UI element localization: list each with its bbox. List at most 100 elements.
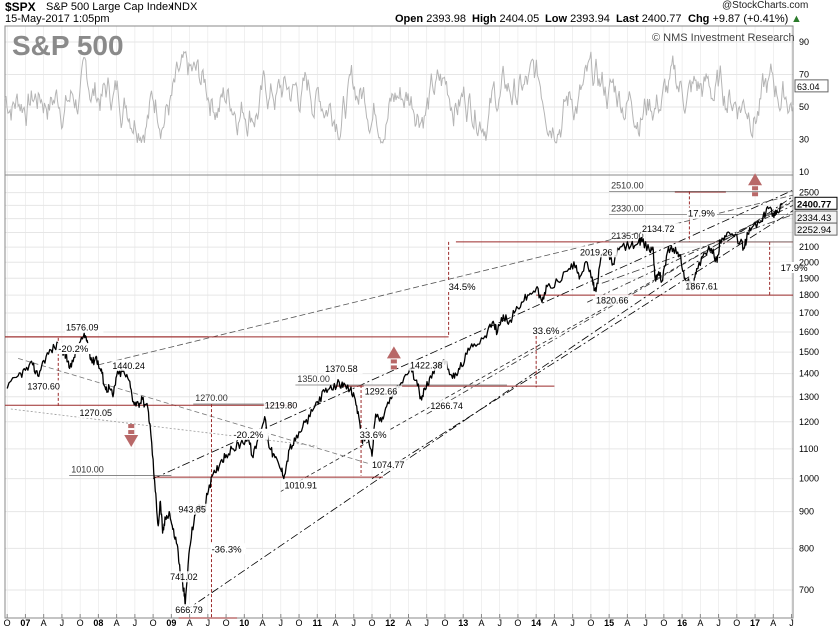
- x-tick-label: J: [133, 618, 138, 626]
- trend-line: [280, 201, 794, 492]
- ticker-symbol[interactable]: $SPX: [5, 0, 36, 14]
- arrow-head: [124, 435, 139, 448]
- y-tick-label: 900: [799, 507, 814, 517]
- label-bg: [371, 459, 410, 471]
- trend-line: [426, 199, 794, 415]
- arrow-stem: [752, 186, 759, 191]
- point-label-text: 1867.61: [685, 282, 718, 292]
- point-label-text: 1370.60: [27, 381, 60, 391]
- y-tick-label: 1900: [799, 273, 819, 283]
- x-tick-label: O: [150, 618, 157, 626]
- x-tick-label: 17: [750, 618, 760, 626]
- up-arrow-icon: [386, 346, 401, 370]
- exchange: INDX: [171, 1, 198, 13]
- y-tick-label: 1700: [799, 308, 819, 318]
- x-tick-label: 16: [677, 618, 687, 626]
- price-badge: 2400.77: [794, 196, 838, 210]
- up-arrow-icon: ▲: [791, 13, 802, 25]
- x-tick-label: 11: [313, 618, 323, 626]
- arrow-head: [386, 346, 401, 359]
- copyright[interactable]: @StockCharts.com: [722, 0, 809, 11]
- pct-label-text: -20.2%: [233, 430, 264, 441]
- down-arrow-icon: [124, 424, 139, 448]
- point-label: 1576.09: [64, 321, 104, 333]
- x-tick-label: A: [697, 618, 703, 626]
- arrow-head: [748, 173, 763, 186]
- price-badge-box: [794, 196, 838, 210]
- trend-line: [184, 196, 794, 612]
- x-tick-label: O: [368, 618, 375, 626]
- label-bg: [684, 280, 723, 292]
- y-tick-label: 1500: [799, 347, 819, 357]
- price-line: [6, 202, 783, 606]
- rsi-tick-label: 90: [799, 37, 809, 47]
- point-label: 1370.58: [324, 363, 363, 375]
- pct-bg: [232, 428, 268, 440]
- x-tick-label: A: [551, 618, 557, 626]
- point-label: 1074.77: [371, 459, 410, 471]
- rsi-line: [4, 50, 794, 144]
- x-tick-label: J: [643, 618, 648, 626]
- y-tick-label: 1800: [799, 290, 819, 300]
- x-tick-label: O: [587, 618, 594, 626]
- x-tick-label: 08: [93, 618, 103, 626]
- plot-frame: [4, 25, 794, 619]
- rsi-tick-label: 70: [799, 70, 809, 80]
- x-tick-label: 14: [531, 618, 541, 626]
- x-tick-label: O: [296, 618, 303, 626]
- price-badge-box: [794, 222, 838, 236]
- point-label-text: 1820.66: [596, 296, 629, 306]
- pct-label: -20.2%: [57, 343, 93, 355]
- x-tick-label: A: [41, 618, 47, 626]
- x-tick-label: O: [660, 618, 667, 626]
- point-label-text: 1010.91: [284, 480, 317, 490]
- level-label: 1010.00: [71, 465, 104, 475]
- label-bg: [429, 399, 468, 411]
- label-bg: [174, 604, 208, 616]
- x-tick-label: O: [733, 618, 740, 626]
- point-label: 666.79: [174, 604, 208, 616]
- y-tick-label: 1300: [799, 392, 819, 402]
- y-tick-label: 1100: [799, 444, 818, 454]
- pct-label-text: 34.5%: [449, 282, 476, 293]
- pct-label-text: 33.6%: [360, 430, 387, 441]
- trend-line: [371, 210, 794, 480]
- label-bg: [26, 380, 65, 392]
- label-bg: [169, 571, 203, 583]
- x-tick-label: 15: [604, 618, 614, 626]
- x-tick-label: A: [187, 618, 193, 626]
- pct-label: -36.3%: [210, 543, 247, 555]
- point-label: 741.02: [169, 571, 203, 583]
- price-badge: 2252.94: [794, 222, 838, 236]
- up-arrow-icon: [748, 173, 763, 197]
- point-label: 1219.80: [263, 399, 303, 411]
- point-label-text: 943.85: [178, 505, 206, 515]
- y-tick-label: 1400: [799, 369, 819, 379]
- pct-bg: [779, 262, 810, 274]
- x-tick-label: A: [405, 618, 411, 626]
- trend-line: [18, 358, 369, 464]
- level-label: 1270.00: [195, 393, 228, 403]
- arrow-stem: [752, 192, 759, 197]
- y-tick-label: 1600: [799, 327, 819, 337]
- rsi-tick-label: 10: [799, 167, 809, 177]
- pct-label: -20.2%: [232, 428, 268, 441]
- label-bg: [263, 399, 303, 411]
- arrow-stem: [128, 424, 135, 429]
- price-badge-text: 2334.43: [797, 213, 831, 224]
- point-label-text: 1266.74: [430, 401, 463, 411]
- x-tick-label: 12: [385, 618, 395, 626]
- trend-line: [601, 214, 794, 284]
- point-label: 2134.72: [640, 222, 680, 234]
- x-tick-label: O: [441, 618, 448, 626]
- point-label-text: 2134.72: [642, 224, 675, 234]
- point-label-text: 1074.77: [372, 460, 405, 470]
- point-label-text: 666.79: [175, 605, 203, 615]
- level-label: 1350.00: [297, 374, 330, 384]
- label-bg: [177, 503, 211, 515]
- index-name: S&P 500 Large Cap Index: [46, 1, 174, 13]
- point-label: 1867.61: [684, 280, 723, 292]
- rsi-tick-label: 50: [799, 102, 809, 112]
- x-tick-label: O: [514, 618, 521, 626]
